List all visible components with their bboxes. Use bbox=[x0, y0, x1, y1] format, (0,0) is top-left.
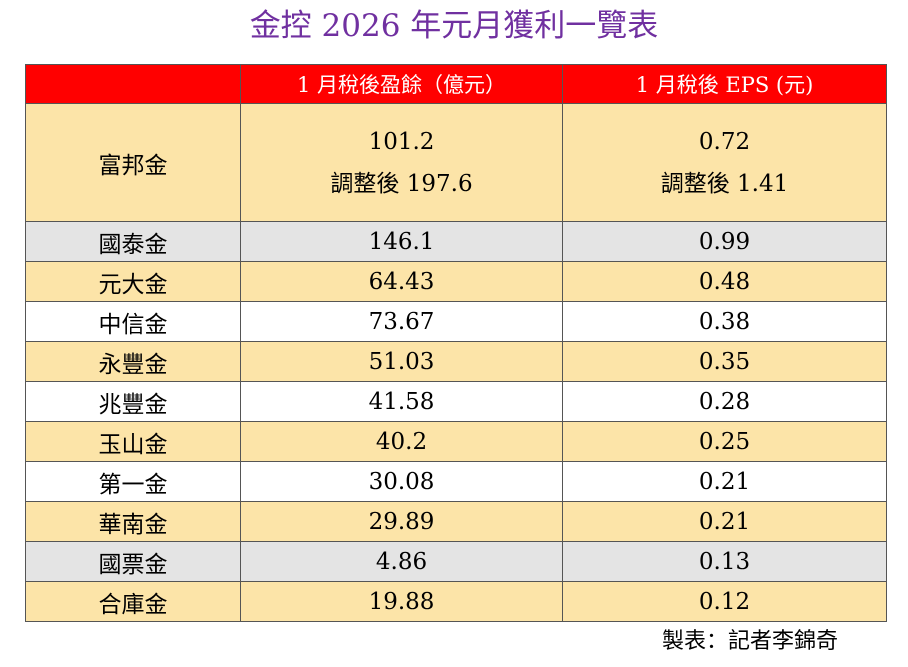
table-row: 富邦金 101.2 調整後 197.6 0.72 調整後 1.41 bbox=[25, 103, 887, 222]
profit-cell: 146.1 bbox=[240, 221, 563, 262]
page-title: 金控 2026 年元月獲利一覽表 bbox=[249, 8, 659, 44]
company-cell: 國泰金 bbox=[25, 221, 241, 262]
table-row: 合庫金 19.88 0.12 bbox=[25, 581, 887, 622]
eps-cell: 0.12 bbox=[562, 581, 887, 622]
profit-table: 1 月稅後盈餘（億元） 1 月稅後 EPS (元) 富邦金 101.2 調整後 … bbox=[25, 64, 887, 622]
company-cell: 兆豐金 bbox=[25, 381, 241, 422]
table-row: 元大金 64.43 0.48 bbox=[25, 261, 887, 302]
company-name: 富邦金 bbox=[98, 152, 168, 179]
table-row: 永豐金 51.03 0.35 bbox=[25, 341, 887, 382]
table-row: 中信金 73.67 0.38 bbox=[25, 301, 887, 342]
profit-cell: 73.67 bbox=[240, 301, 563, 342]
eps-cell: 0.99 bbox=[562, 221, 887, 262]
eps-cell: 0.35 bbox=[562, 341, 887, 382]
profit-cell: 64.43 bbox=[240, 261, 563, 302]
company-cell: 玉山金 bbox=[25, 421, 241, 462]
company-cell: 國票金 bbox=[25, 541, 241, 582]
table-header-row: 1 月稅後盈餘（億元） 1 月稅後 EPS (元) bbox=[25, 64, 887, 104]
profit-value: 101.2 bbox=[368, 128, 435, 155]
profit-cell: 30.08 bbox=[240, 461, 563, 502]
eps-adjusted-value: 調整後 1.41 bbox=[660, 170, 789, 197]
table-row: 第一金 30.08 0.21 bbox=[25, 461, 887, 502]
table-row: 華南金 29.89 0.21 bbox=[25, 501, 887, 542]
profit-adjusted-value: 調整後 197.6 bbox=[330, 170, 473, 197]
eps-cell: 0.13 bbox=[562, 541, 887, 582]
profit-cell: 29.89 bbox=[240, 501, 563, 542]
company-cell: 第一金 bbox=[25, 461, 241, 502]
eps-cell: 0.21 bbox=[562, 501, 887, 542]
header-company bbox=[25, 64, 241, 104]
company-cell: 富邦金 bbox=[25, 103, 241, 222]
credit-line: 製表：記者李錦奇 bbox=[661, 629, 838, 654]
table-row: 兆豐金 41.58 0.28 bbox=[25, 381, 887, 422]
profit-cell: 19.88 bbox=[240, 581, 563, 622]
company-cell: 華南金 bbox=[25, 501, 241, 542]
header-profit: 1 月稅後盈餘（億元） bbox=[240, 64, 563, 104]
table-row: 國泰金 146.1 0.99 bbox=[25, 221, 887, 262]
eps-value: 0.72 bbox=[698, 128, 751, 155]
profit-cell: 40.2 bbox=[240, 421, 563, 462]
table-row: 國票金 4.86 0.13 bbox=[25, 541, 887, 582]
company-cell: 合庫金 bbox=[25, 581, 241, 622]
eps-cell: 0.38 bbox=[562, 301, 887, 342]
eps-cell: 0.25 bbox=[562, 421, 887, 462]
eps-cell: 0.72 調整後 1.41 bbox=[562, 103, 887, 222]
table-row: 玉山金 40.2 0.25 bbox=[25, 421, 887, 462]
company-cell: 永豐金 bbox=[25, 341, 241, 382]
eps-cell: 0.48 bbox=[562, 261, 887, 302]
header-eps: 1 月稅後 EPS (元) bbox=[562, 64, 887, 104]
company-cell: 元大金 bbox=[25, 261, 241, 302]
company-cell: 中信金 bbox=[25, 301, 241, 342]
profit-cell: 101.2 調整後 197.6 bbox=[240, 103, 563, 222]
eps-cell: 0.28 bbox=[562, 381, 887, 422]
profit-cell: 41.58 bbox=[240, 381, 563, 422]
eps-cell: 0.21 bbox=[562, 461, 887, 502]
profit-cell: 4.86 bbox=[240, 541, 563, 582]
profit-cell: 51.03 bbox=[240, 341, 563, 382]
